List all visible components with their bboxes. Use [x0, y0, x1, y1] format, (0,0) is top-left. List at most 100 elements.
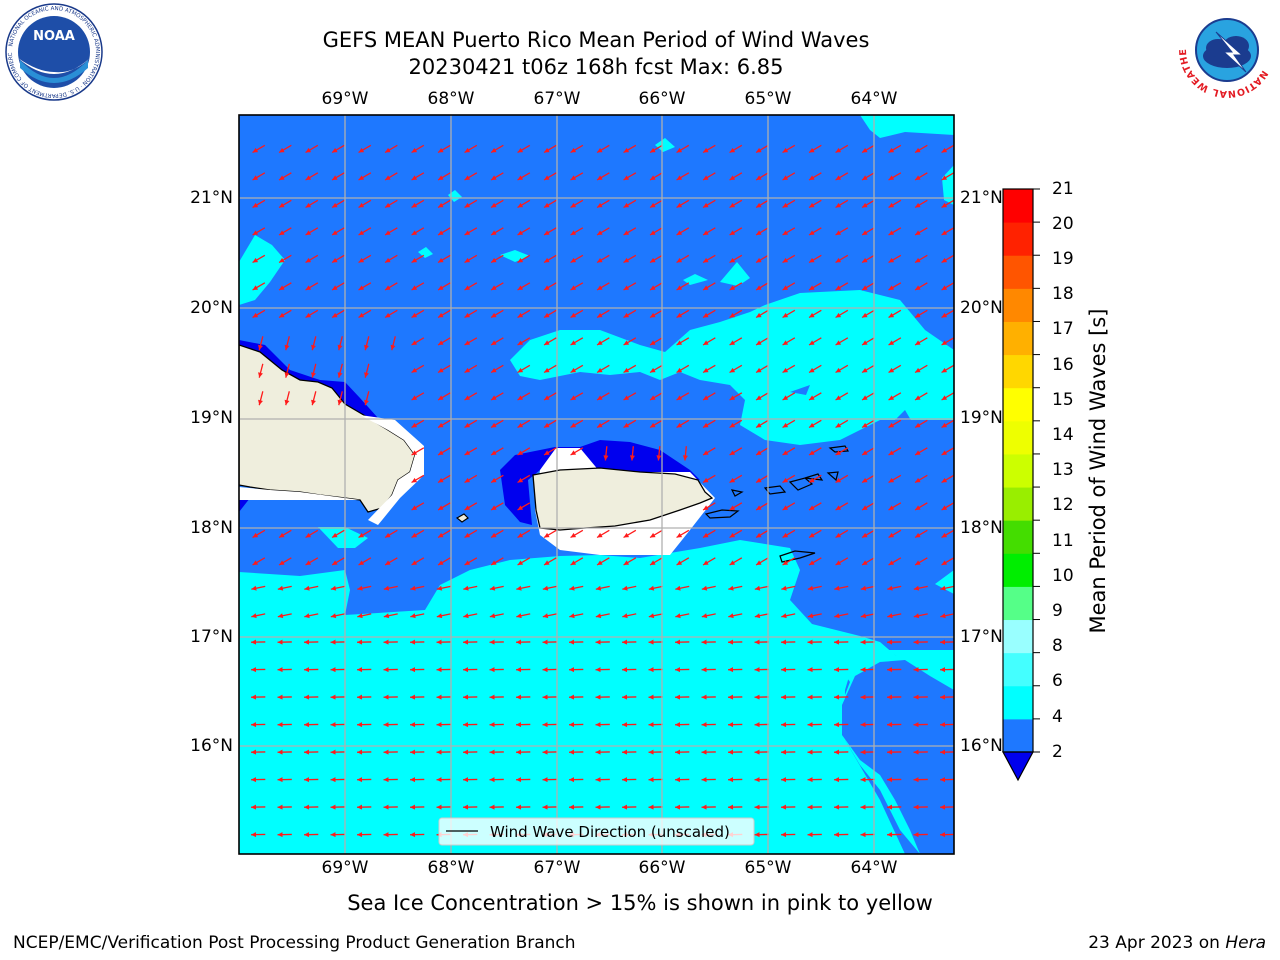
wave-arrow-head: [756, 202, 762, 208]
wave-arrow-head: [940, 777, 946, 783]
wave-arrow-head: [357, 832, 363, 838]
wave-arrow-head: [279, 230, 285, 235]
wave-arrow-head: [251, 777, 257, 783]
wave-arrow-head: [888, 340, 895, 345]
wave-arrow-head: [862, 450, 868, 455]
wave-arrow-head: [438, 312, 444, 318]
wave-arrow-head: [332, 285, 338, 290]
wave-arrow-head: [807, 749, 813, 755]
wave-arrow-head: [464, 147, 471, 153]
wave-arrow-head: [622, 585, 628, 591]
wave-arrow-head: [676, 257, 683, 263]
wave-arrow-head: [489, 694, 495, 700]
wave-arrow-head: [834, 777, 840, 783]
wave-arrow-head: [438, 285, 444, 290]
wave-arrow-head: [277, 804, 283, 810]
wave-arrow-head: [941, 257, 948, 263]
wave-arrow-head: [597, 367, 603, 373]
wave-arrow-head: [517, 147, 524, 153]
wave-arrow-head: [438, 422, 444, 428]
wave-period-field-4-6-south-fill: [239, 640, 954, 854]
wave-arrow-head: [311, 344, 316, 351]
wave-arrow-head: [597, 285, 603, 290]
wave-arrow-head: [517, 367, 524, 373]
wave-arrow-head: [782, 175, 789, 180]
lat-label-left-18n: 18°N: [190, 518, 233, 538]
wave-arrow-head: [517, 340, 524, 345]
wave-arrow-head: [304, 585, 310, 591]
wave-arrow-head: [304, 667, 310, 673]
wave-arrow-head: [436, 777, 442, 783]
wave-arrow-head: [544, 560, 550, 565]
wave-arrow-head: [703, 450, 709, 455]
colorbar-band: [1003, 453, 1033, 488]
puerto-rico-land: [532, 467, 714, 531]
wave-arrow-head: [330, 832, 336, 838]
wave-arrow-head: [676, 230, 683, 235]
wave-arrow-head: [410, 832, 416, 838]
wave-arrow-head: [279, 312, 285, 318]
wave-arrow-head: [623, 395, 630, 400]
wave-arrow-head: [940, 667, 946, 673]
wave-arrow-head: [570, 230, 577, 235]
wave-arrow-head: [438, 395, 444, 400]
wave-arrow-head: [888, 230, 895, 235]
wave-arrow-head: [675, 694, 681, 700]
wave-arrow-head: [357, 639, 363, 645]
lat-label-right-19n: 19°N: [960, 408, 1003, 428]
wave-arrow-head: [305, 560, 312, 565]
wave-arrow-head: [436, 804, 442, 810]
wave-arrow-head: [332, 230, 338, 235]
wave-arrow-head: [542, 749, 548, 755]
wave-arrow-head: [915, 367, 921, 373]
wave-arrow-head: [703, 312, 709, 318]
wave-arrow-head: [544, 340, 550, 345]
wave-arrow-head: [570, 312, 577, 318]
lat-label-left-19n: 19°N: [190, 408, 233, 428]
wave-arrow-head: [862, 230, 868, 235]
wave-arrow-head: [410, 722, 416, 728]
wave-arrow-head: [862, 505, 868, 510]
wave-arrow-head: [809, 367, 815, 373]
wave-arrow-head: [251, 749, 257, 755]
wave-arrow-head: [436, 613, 443, 619]
wave-arrow-head: [622, 804, 628, 810]
wave-period-field-2-4-notch: [790, 385, 912, 422]
wave-arrow-head: [517, 477, 524, 483]
wave-arrow-head: [809, 450, 815, 455]
wave-arrow-head: [517, 450, 524, 455]
wave-arrow-head: [807, 667, 813, 673]
wave-arrow-head: [834, 613, 840, 619]
wave-arrow-head: [491, 202, 497, 208]
wave-arrow-head: [489, 613, 496, 619]
wave-arrow-head: [754, 722, 760, 728]
wave-arrow-head: [277, 639, 283, 645]
wave-arrow-head: [915, 395, 921, 400]
wave-arrow-head: [834, 722, 840, 728]
lat-label-right-18n: 18°N: [960, 518, 1003, 538]
wave-arrow-head: [835, 230, 842, 235]
wave-arrow-head: [438, 450, 444, 455]
wave-arrow-head: [491, 175, 497, 180]
wave-arrow-head: [809, 560, 815, 565]
wave-arrow-head: [676, 395, 683, 400]
wave-arrow-head: [940, 832, 946, 838]
wave-arrow-head: [544, 532, 550, 538]
wave-arrow-head: [915, 477, 921, 483]
wave-arrow-head: [411, 477, 418, 483]
wave-arrow-head: [781, 694, 787, 700]
wave-arrow-head: [357, 722, 363, 728]
wave-arrow-head: [888, 285, 895, 290]
wave-arrow-head: [729, 312, 736, 318]
wave-arrow-head: [569, 639, 575, 645]
wave-arrow-head: [887, 832, 893, 838]
wave-arrow-head: [756, 532, 762, 538]
colorbar-band: [1003, 520, 1033, 554]
wave-arrow-head: [887, 667, 893, 673]
colorbar-band: [1003, 354, 1033, 389]
wave-arrow-head: [517, 202, 524, 208]
wave-arrow-head: [252, 175, 259, 180]
wave-arrow-head: [570, 395, 577, 400]
colorbar-tick-label: 8: [1052, 636, 1063, 656]
graticule: [239, 115, 954, 854]
